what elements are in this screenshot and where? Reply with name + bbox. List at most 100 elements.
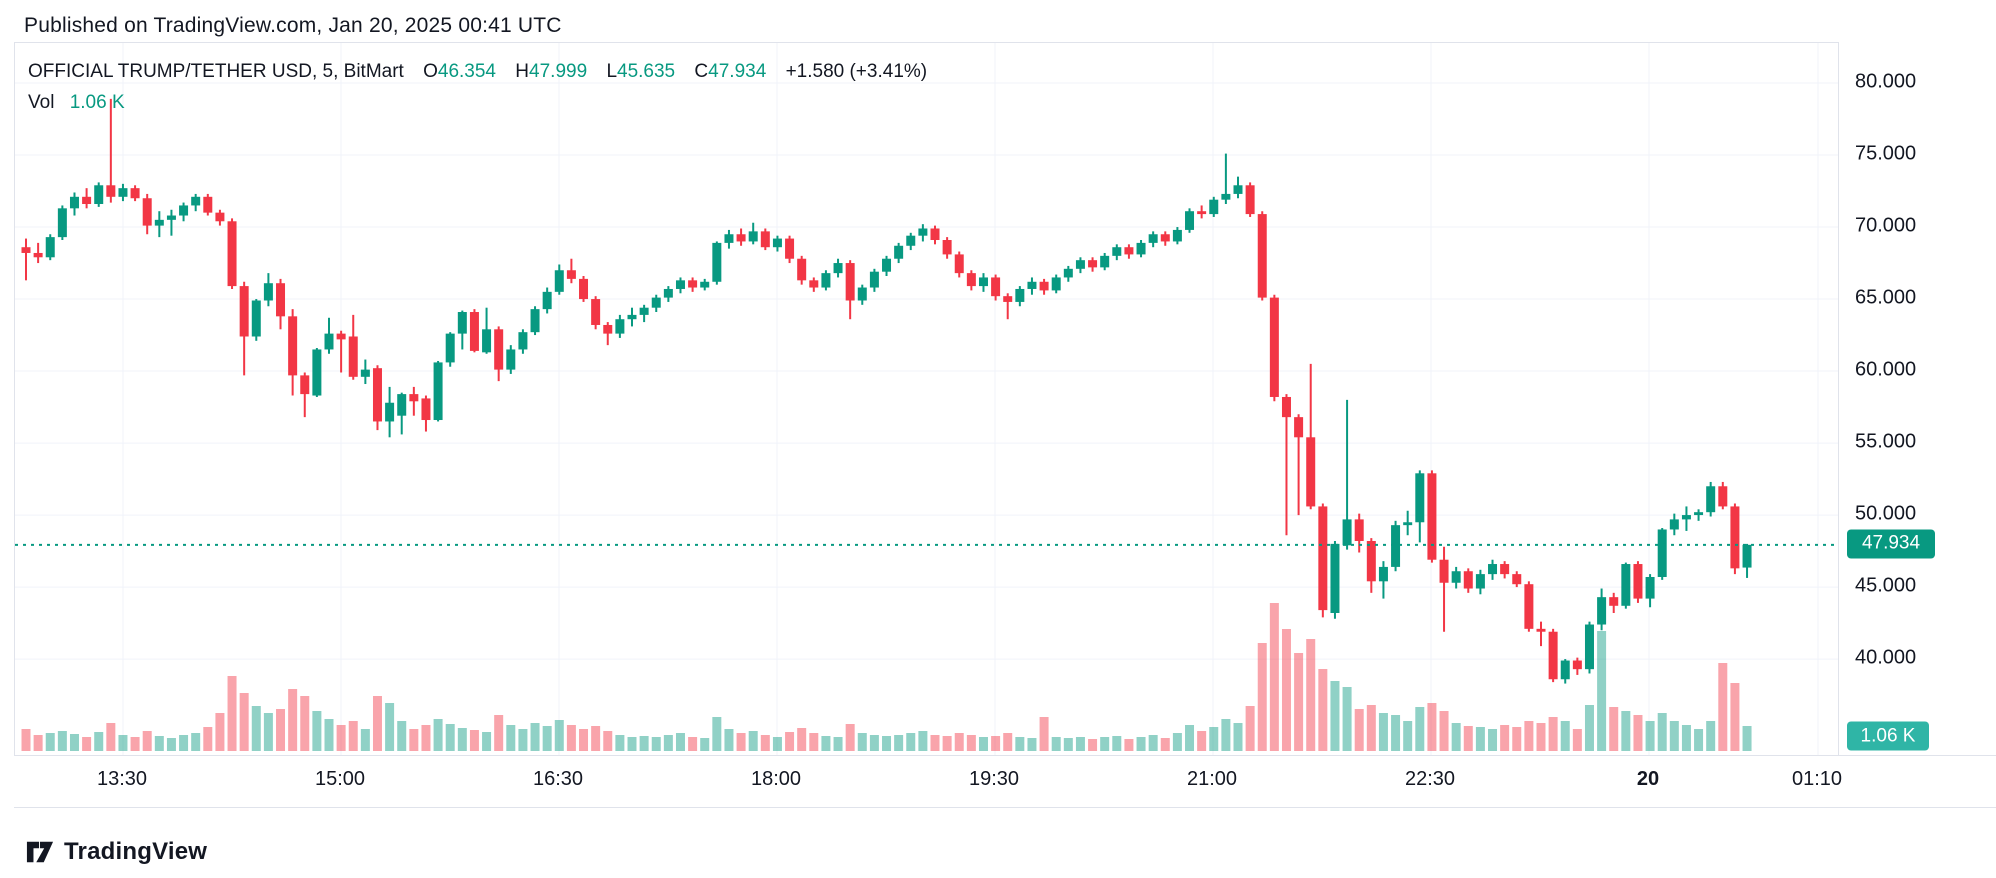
- candle-body: [954, 254, 964, 274]
- volume-bar: [166, 738, 176, 751]
- volume-bar: [215, 713, 225, 751]
- volume-bar: [1681, 725, 1691, 751]
- published-header: Published on TradingView.com, Jan 20, 20…: [24, 14, 562, 37]
- volume-bar: [918, 731, 928, 751]
- candle-body: [360, 369, 370, 377]
- low-label: L: [606, 61, 618, 82]
- candle-body: [736, 234, 746, 242]
- volume-bar: [57, 731, 67, 751]
- volume-bar: [785, 732, 795, 751]
- candle-body: [203, 196, 213, 213]
- volume-bar: [1742, 726, 1752, 751]
- volume-bar: [1548, 717, 1558, 751]
- candle-body: [894, 245, 904, 259]
- volume-bar: [1160, 738, 1170, 751]
- volume-label: Vol: [28, 92, 55, 113]
- candle-body: [712, 242, 722, 282]
- candle-body: [57, 208, 67, 238]
- candle-body: [615, 319, 625, 334]
- volume-bar: [1488, 729, 1498, 751]
- candle-body: [433, 362, 443, 421]
- candle-body: [1075, 260, 1085, 269]
- candle-body: [930, 228, 940, 241]
- volume-bar: [566, 725, 576, 751]
- volume-bar: [1524, 721, 1534, 751]
- candle-body: [263, 283, 273, 301]
- high-label: H: [515, 61, 530, 82]
- candle-body: [33, 252, 43, 258]
- volume-bar: [1451, 723, 1461, 751]
- volume-bar: [821, 736, 831, 751]
- volume-bar: [1039, 717, 1049, 751]
- candle-body: [1378, 566, 1388, 582]
- candlestick-plot[interactable]: [15, 43, 1839, 756]
- candle-body: [118, 188, 128, 197]
- candle-body: [482, 329, 492, 353]
- time-tick-label: 20: [1636, 768, 1660, 790]
- volume-bar: [1718, 663, 1728, 751]
- candle-body: [1366, 540, 1376, 582]
- candle-body: [772, 238, 782, 248]
- candle-body: [1015, 288, 1025, 302]
- candle-body: [1451, 571, 1461, 583]
- time-scale[interactable]: 13:30 15:00 16:30 18:00 19:30 21:00 22:30 20 01:…: [14, 755, 1996, 808]
- volume-bar: [942, 736, 952, 751]
- candle-body: [1742, 544, 1752, 568]
- candle-body: [1584, 624, 1594, 670]
- candle-body: [675, 280, 685, 289]
- candle-body: [166, 215, 176, 220]
- volume-bar: [179, 735, 189, 751]
- volume-bar: [1318, 669, 1328, 751]
- volume-bar: [360, 729, 370, 751]
- volume-bar: [675, 733, 685, 751]
- price-tick-label: 45.000: [1855, 574, 1917, 597]
- volume-bar: [1233, 723, 1243, 751]
- volume-bar: [227, 676, 237, 751]
- volume-bar: [1427, 703, 1437, 751]
- candle-body: [69, 196, 79, 209]
- candle-body: [348, 336, 358, 377]
- price-scale[interactable]: 80.000 75.000 70.000 65.000 60.000 55.000 50.0…: [1838, 42, 1996, 755]
- volume-bar: [542, 726, 552, 751]
- candle-body: [397, 394, 407, 416]
- volume-bar: [603, 731, 613, 751]
- candle-body: [906, 235, 916, 246]
- volume-bar: [1136, 737, 1146, 751]
- volume-bar: [94, 732, 104, 751]
- chart-area[interactable]: OFFICIAL TRUMP/TETHER USD, 5, BitMart O4…: [14, 42, 1839, 756]
- candle-body: [106, 185, 116, 197]
- candle-body: [1100, 255, 1110, 268]
- volume-bar: [45, 733, 55, 751]
- volume-bar: [336, 725, 346, 751]
- volume-bar: [1463, 726, 1473, 751]
- candle-body: [688, 280, 698, 288]
- time-tick-label: 15:00: [314, 768, 366, 790]
- candle-body: [94, 185, 104, 205]
- candle-body: [1330, 543, 1340, 613]
- volume-bar: [1294, 653, 1304, 751]
- volume-bar: [1536, 723, 1546, 751]
- candle-body: [1281, 396, 1291, 418]
- candle-body: [336, 333, 346, 340]
- volume-bar: [1403, 721, 1413, 751]
- volume-bar: [1621, 711, 1631, 751]
- candle-body: [1039, 281, 1049, 291]
- candle-body: [312, 349, 322, 396]
- volume-bar: [1354, 709, 1364, 751]
- candle-body: [1427, 473, 1437, 560]
- candle-body: [1548, 631, 1558, 680]
- footer-brand[interactable]: TradingView: [25, 838, 207, 866]
- volume-bar: [809, 733, 819, 751]
- volume-bar: [906, 733, 916, 751]
- volume-bar: [1197, 731, 1207, 751]
- candle-body: [385, 402, 395, 422]
- volume-bar: [954, 733, 964, 751]
- volume-bar: [1609, 707, 1619, 751]
- volume-bar: [142, 731, 152, 751]
- volume-bar: [688, 737, 698, 751]
- volume-bar: [712, 717, 722, 751]
- candle-body: [82, 196, 92, 205]
- candle-body: [809, 280, 819, 288]
- volume-bar: [409, 729, 419, 751]
- candle-body: [45, 237, 55, 258]
